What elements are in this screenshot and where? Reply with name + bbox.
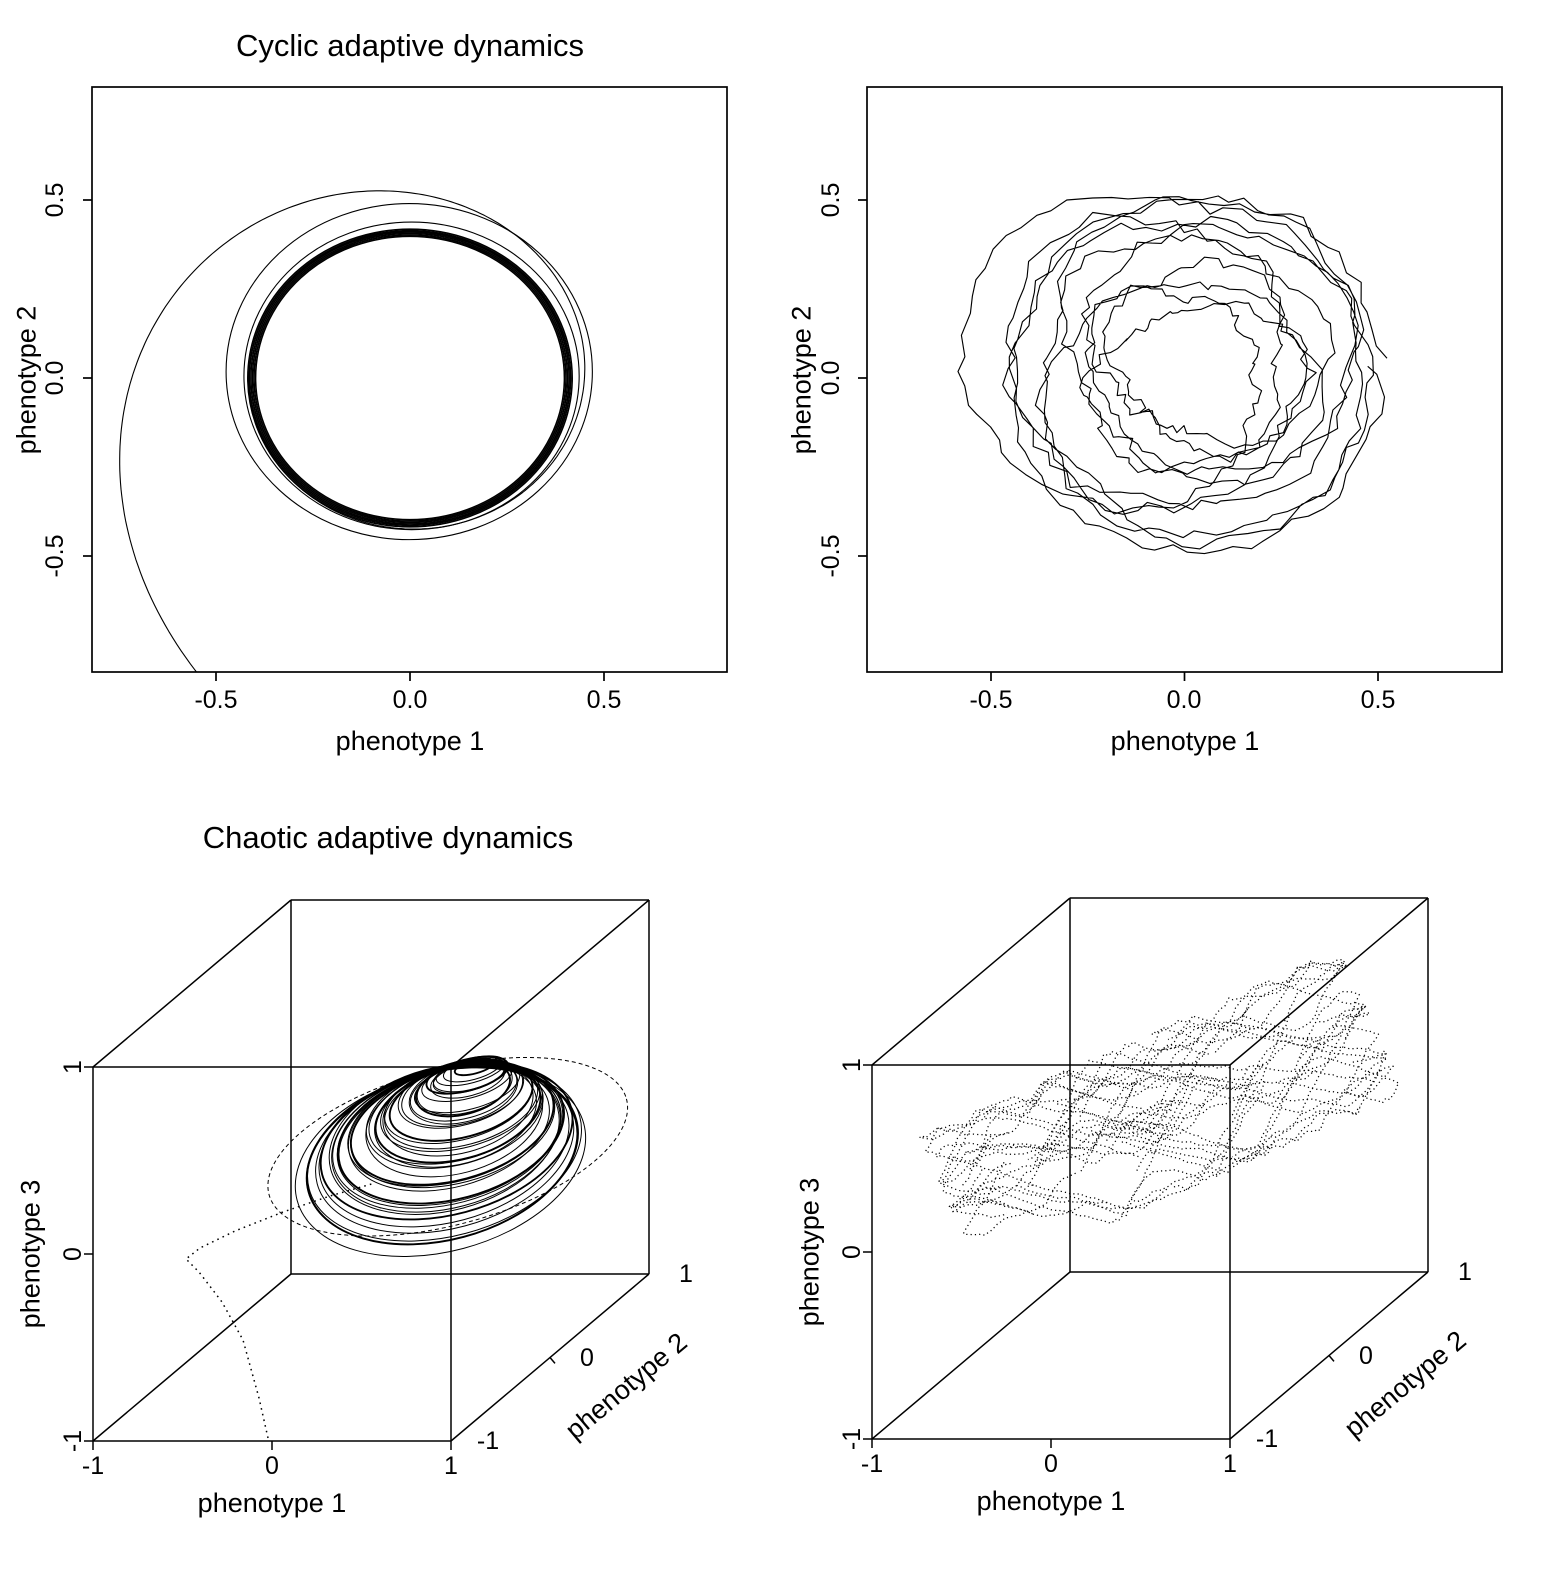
axes-3d-box bbox=[84, 899, 650, 1450]
x-tick-label: 0.0 bbox=[1167, 686, 1202, 714]
depth-tick-label: -1 bbox=[477, 1427, 499, 1455]
z-tick-label: 0 bbox=[59, 1247, 87, 1261]
panel-title: Cyclic adaptive dynamics bbox=[236, 28, 584, 63]
y-axis-label: phenotype 2 bbox=[786, 306, 816, 455]
depth-tick-label: -1 bbox=[1256, 1425, 1278, 1453]
z-tick-label: -1 bbox=[838, 1428, 866, 1450]
z-tick-label: 0 bbox=[838, 1245, 866, 1259]
trajectory-chaotic-attractor bbox=[185, 1055, 629, 1439]
y-tick-label: -0.5 bbox=[817, 534, 845, 577]
panel-chaotic-deterministic: Chaotic adaptive dynamics -1 0 1 1 0 -1 … bbox=[15, 820, 693, 1518]
y-tick-label: 0.5 bbox=[41, 183, 69, 218]
x-axis-label: phenotype 1 bbox=[1111, 726, 1260, 756]
depth-tick-label: 1 bbox=[679, 1260, 693, 1288]
panel-cyclic-stochastic: -0.5 0.0 0.5 0.5 0.0 -0.5 phenotype 1 ph… bbox=[786, 86, 1503, 756]
x-axis-label: phenotype 1 bbox=[198, 1488, 347, 1518]
trajectory-noisy-cycle bbox=[957, 195, 1388, 555]
y-tick-label: 0.0 bbox=[41, 361, 69, 396]
z-tick-label: -1 bbox=[59, 1430, 87, 1452]
axes-2d bbox=[858, 86, 1503, 681]
z-tick-label: 1 bbox=[838, 1058, 866, 1072]
x-tick-label: -0.5 bbox=[194, 686, 237, 714]
y-axis-label: phenotype 2 bbox=[11, 306, 41, 455]
z-tick-label: 1 bbox=[59, 1060, 87, 1074]
trajectory-limit-cycle bbox=[119, 190, 593, 672]
y-tick-label: 0.0 bbox=[817, 361, 845, 396]
axes-3d-box bbox=[863, 897, 1429, 1448]
x-tick-label: 0.0 bbox=[393, 686, 428, 714]
x-axis-label: phenotype 1 bbox=[977, 1486, 1126, 1516]
trajectory-stochastic-cloud bbox=[918, 958, 1400, 1236]
panel-title: Chaotic adaptive dynamics bbox=[203, 820, 573, 855]
x-tick-label: 0.5 bbox=[1361, 686, 1396, 714]
z-axis-label: phenotype 3 bbox=[15, 1180, 45, 1329]
panel-chaotic-stochastic: -1 0 1 1 0 -1 -1 0 1 phenotype 1 phenoty… bbox=[794, 897, 1472, 1516]
x-tick-label: -0.5 bbox=[969, 686, 1012, 714]
depth-tick-label: 1 bbox=[1458, 1258, 1472, 1286]
depth-tick-label: 0 bbox=[580, 1344, 594, 1372]
x-tick-label: 1 bbox=[444, 1452, 458, 1480]
panel-cyclic-deterministic: Cyclic adaptive dynamics -0.5 0.0 0.5 0.… bbox=[11, 28, 728, 756]
x-tick-label: 0 bbox=[265, 1452, 279, 1480]
x-tick-label: -1 bbox=[861, 1450, 883, 1478]
x-tick-label: 0.5 bbox=[587, 686, 622, 714]
z-axis-label: phenotype 3 bbox=[794, 1178, 824, 1327]
depth-tick-label: 0 bbox=[1359, 1342, 1373, 1370]
x-tick-label: 1 bbox=[1223, 1450, 1237, 1478]
x-tick-label: -1 bbox=[82, 1452, 104, 1480]
x-tick-label: 0 bbox=[1044, 1450, 1058, 1478]
x-axis-label: phenotype 1 bbox=[336, 726, 485, 756]
y-tick-label: 0.5 bbox=[817, 183, 845, 218]
axes-2d bbox=[83, 86, 728, 681]
y-tick-label: -0.5 bbox=[41, 534, 69, 577]
